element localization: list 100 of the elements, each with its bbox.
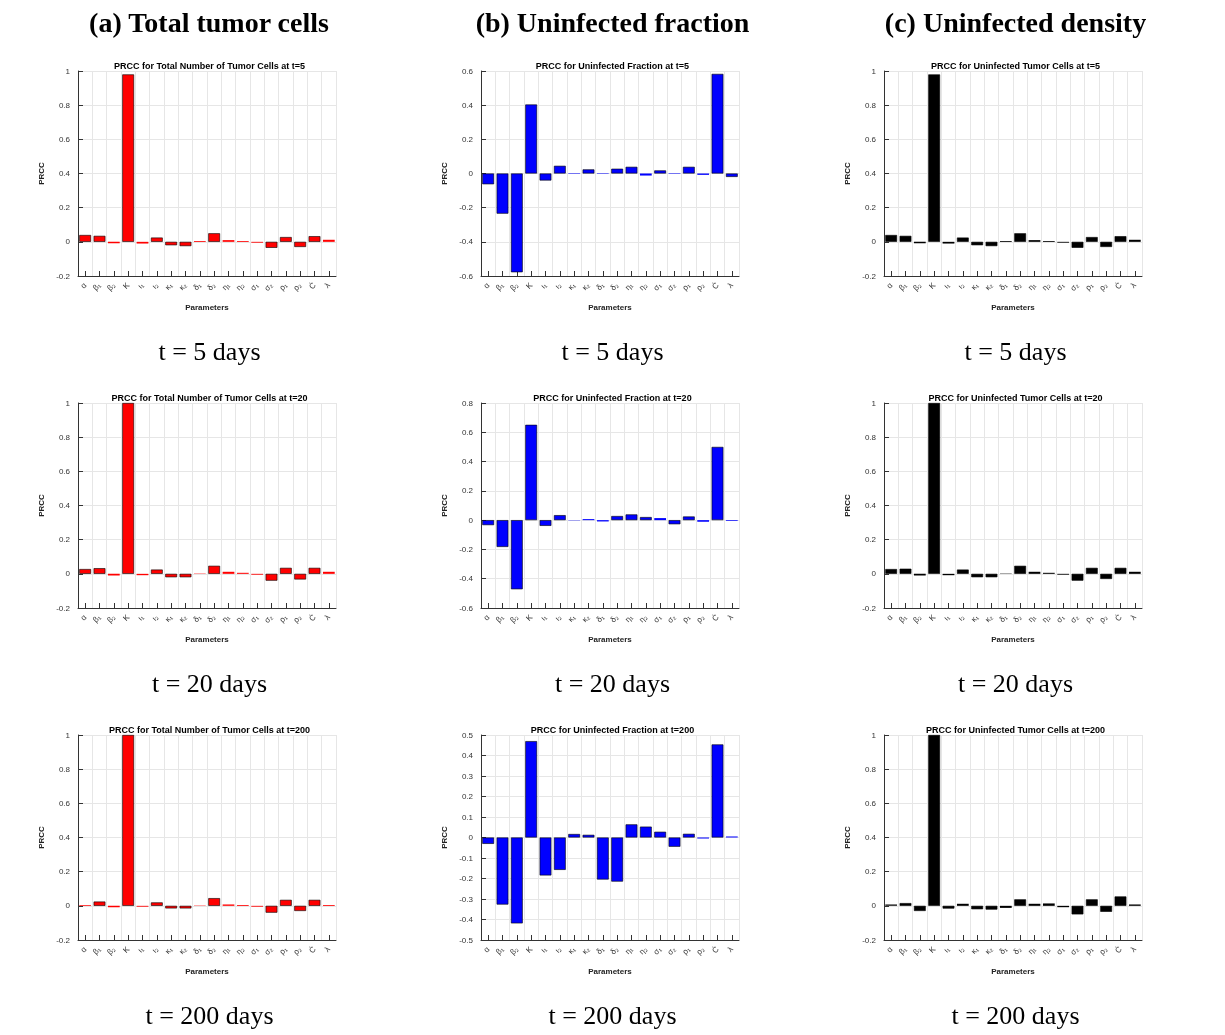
x-tick-label: κ₁: [163, 280, 175, 292]
x-tick-label: δ₁: [594, 280, 607, 293]
bar: [179, 573, 192, 578]
bar: [942, 905, 955, 909]
x-tick-label: η₂: [234, 612, 247, 625]
x-tick-label: ρ₁: [277, 944, 290, 957]
chart-title: PRCC for Total Number of Tumor Cells at t=200: [109, 724, 310, 735]
bar: [985, 241, 998, 247]
x-tick-label: α: [481, 944, 492, 955]
x-tick-label: η₂: [1040, 280, 1053, 293]
bar: [668, 837, 681, 847]
bar: [956, 237, 969, 242]
x-tick-label: α: [78, 944, 89, 955]
x-tick-label: ι₁: [539, 612, 549, 623]
y-tick-label: 0.6: [58, 134, 71, 144]
bar: [496, 837, 509, 905]
x-tick-label: ι₂: [150, 612, 161, 623]
y-tick-label: 0.8: [864, 100, 877, 110]
y-tick-label: 0.4: [864, 169, 877, 178]
x-tick-label: κ₂: [983, 944, 995, 957]
x-tick-label: ρ₂: [291, 944, 304, 957]
text: t = 20 days: [554, 668, 671, 698]
y-tick-label: 1: [871, 730, 877, 740]
y-tick-label: 0.2: [461, 134, 474, 144]
bar: [971, 573, 984, 578]
y-tick-label: 0.4: [864, 833, 877, 842]
bar: [682, 516, 695, 521]
bar: [1071, 241, 1084, 248]
x-tick-label: σ₁: [248, 944, 261, 957]
bar: [265, 905, 278, 913]
y-tick-label: 0.5: [461, 730, 474, 740]
bar: [625, 514, 638, 521]
x-tick-label: ι₂: [553, 944, 564, 955]
bar: [639, 173, 652, 176]
y-tick-label: -0.2: [56, 935, 71, 945]
x-tick-label: η₁: [220, 944, 232, 957]
y-axis-title: PRCC: [36, 161, 46, 185]
y-tick-label: 0.4: [58, 501, 71, 510]
x-tick-label: λ: [725, 944, 736, 955]
bar: [899, 903, 912, 906]
y-tick-label: 0: [871, 569, 877, 579]
bar: [1028, 903, 1041, 906]
x-tick-label: η₁: [1026, 612, 1038, 625]
x-tick-label: β₁: [897, 944, 909, 957]
bar: [1085, 899, 1098, 906]
y-tick-label: 0: [871, 237, 877, 247]
bar: [654, 831, 667, 838]
x-tick-label: β₂: [105, 612, 118, 625]
bar: [611, 837, 624, 882]
y-tick-label: -0.2: [862, 603, 877, 613]
y-tick-label: 0.2: [58, 203, 71, 213]
text: t = 5 days: [158, 336, 261, 366]
x-tick-label: K: [121, 944, 132, 955]
x-tick-label: α: [481, 280, 492, 291]
bar: [525, 741, 538, 838]
x-tick-label: η₁: [220, 612, 232, 625]
bar: [122, 735, 135, 906]
x-tick-label: ρ₁: [680, 280, 693, 293]
y-tick-label: 0.2: [58, 867, 71, 877]
x-tick-label: η₁: [623, 944, 635, 957]
y-axis-title: PRCC: [439, 493, 449, 517]
bar: [539, 837, 552, 876]
bar: [1128, 239, 1141, 242]
bar: [582, 834, 595, 838]
x-tick-label: α: [78, 280, 89, 291]
x-tick-label: η₂: [637, 944, 650, 957]
y-tick-label: -0.2: [862, 271, 877, 281]
bar: [1071, 573, 1084, 581]
x-tick-label: α: [78, 612, 89, 623]
bar: [510, 837, 523, 924]
y-tick-label: 0.6: [58, 466, 71, 476]
bar: [308, 899, 321, 906]
y-tick-label: -0.2: [459, 544, 474, 554]
x-tick-label: δ₁: [191, 612, 204, 625]
x-tick-label: κ₁: [566, 280, 578, 292]
bar: [899, 568, 912, 574]
chart-title: PRCC for Uninfected Tumor Cells at t=5: [930, 60, 1101, 71]
bar: [711, 73, 724, 174]
y-tick-label: 0.4: [58, 833, 71, 842]
chart-title: PRCC for Uninfected Fraction at t=5: [535, 60, 690, 71]
y-tick-label: -0.4: [459, 237, 474, 247]
x-axis-title: Parameters: [991, 302, 1036, 312]
x-tick-label: λ: [725, 612, 736, 623]
bar: [539, 173, 552, 181]
bar: [150, 902, 163, 906]
x-tick-label: κ₁: [566, 612, 578, 624]
bar: [1128, 571, 1141, 574]
x-tick-label: ρ₁: [277, 612, 290, 625]
bar: [539, 520, 552, 526]
bar: [179, 241, 192, 247]
x-tick-label: σ₂: [1068, 944, 1081, 957]
bar: [956, 903, 969, 906]
bar: [1014, 565, 1027, 574]
x-tick-label: σ₂: [665, 280, 678, 293]
y-tick-label: 0.6: [864, 134, 877, 144]
x-axis-title: Parameters: [185, 966, 230, 976]
bar: [725, 173, 738, 177]
bar: [294, 905, 307, 911]
x-tick-label: K: [927, 612, 938, 623]
text: (a) Total tumor cells: [89, 6, 329, 38]
